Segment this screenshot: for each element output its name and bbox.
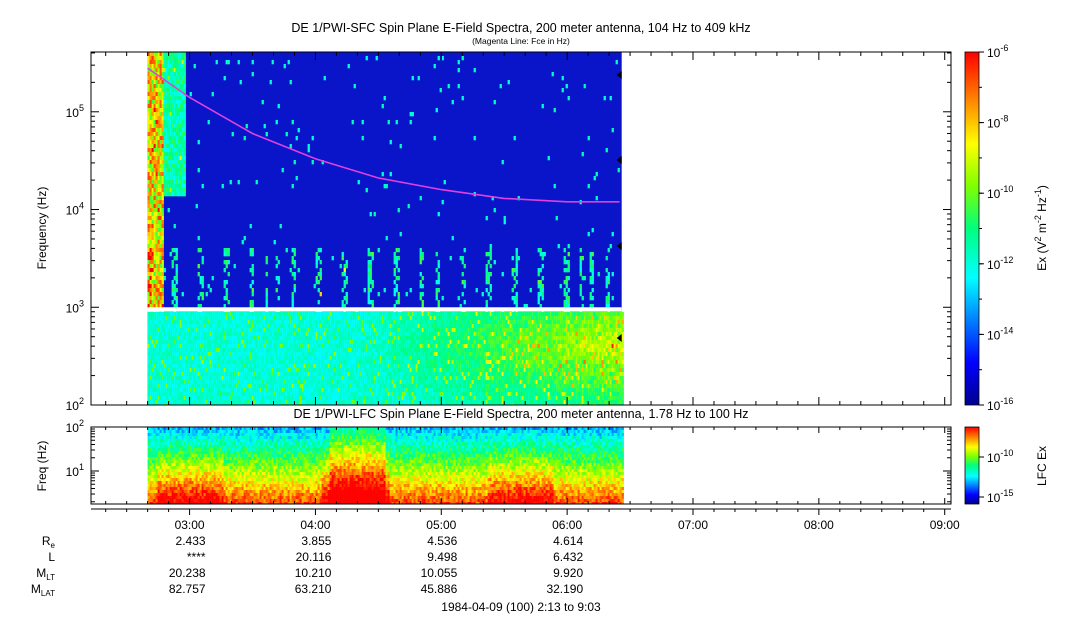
- top-chart-title: DE 1/PWI-SFC Spin Plane E-Field Spectra,…: [291, 21, 750, 35]
- ephemeris-value: 9.498: [427, 550, 457, 564]
- time-tick-label: 05:00: [426, 518, 456, 532]
- sfc-spectrogram-panel: 102 103 104 105 Frequency (Hz): [35, 51, 952, 413]
- lfc-colorbar-ticks: 10-10 10-15: [979, 448, 1013, 505]
- ephemeris-value: 32.190: [546, 582, 583, 596]
- sfc-y-tick-label: 102: [66, 396, 84, 413]
- time-tick-label: 07:00: [678, 518, 708, 532]
- ephemeris-value: 82.757: [169, 582, 206, 596]
- lfc-colorbar: 10-10 10-15 LFC Ex: [964, 426, 1049, 505]
- ephemeris-value: 4.536: [427, 534, 457, 548]
- time-tick-label: 08:00: [804, 518, 834, 532]
- fce-magenta-line: [147, 67, 620, 203]
- ephemeris-value: 10.210: [295, 566, 332, 580]
- sfc-colorbar-tick-label: 10-12: [987, 255, 1013, 272]
- sfc-colorbar-tick-label: 10-14: [987, 325, 1013, 342]
- time-axis: 03:00 04:00 05:00 06:00 07:00 08:00 09:00: [91, 52, 960, 532]
- lfc-y-tick-label: 102: [66, 418, 84, 435]
- top-chart-subtitle: (Magenta Line: Fce in Hz): [472, 36, 570, 46]
- ephemeris-value: 20.116: [296, 550, 332, 564]
- edge-marker: [616, 242, 622, 250]
- sfc-y-tick-label: 103: [66, 298, 84, 315]
- sfc-spectrogram-image: [147, 52, 624, 405]
- ephemeris-value: 6.432: [553, 550, 583, 564]
- ephemeris-value: 63.210: [295, 582, 332, 596]
- bottom-chart-title: DE 1/PWI-LFC Spin Plane E-Field Spectra,…: [293, 407, 748, 421]
- edge-marker: [616, 334, 622, 342]
- sfc-colorbar-tick-label: 10-6: [987, 43, 1008, 60]
- sfc-colorbar-tick-label: 10-16: [987, 396, 1013, 413]
- lfc-y-axis: 101 102: [66, 418, 951, 503]
- sfc-y-tick-label: 104: [66, 201, 84, 218]
- sfc-colorbar-label: Ex (V2 m-2 Hz-1): [1033, 185, 1049, 271]
- lfc-spectrogram-panel: 101 102 Freq (Hz): [35, 418, 952, 505]
- lfc-y-tick-label: 101: [66, 462, 84, 479]
- sfc-edge-markers: [616, 71, 622, 342]
- ephemeris-value: 45.886: [421, 582, 458, 596]
- time-tick-label: 04:00: [300, 518, 330, 532]
- time-tick-label: 06:00: [552, 518, 582, 532]
- ephemeris-value: 2.433: [176, 534, 206, 548]
- sfc-colorbar-tick-label: 10-8: [987, 114, 1008, 131]
- lfc-colorbar-tick-label: 10-15: [987, 488, 1013, 505]
- ephemeris-value: 20.238: [169, 566, 206, 580]
- ephemeris-row-label: MLT: [36, 566, 55, 582]
- time-tick-label: 09:00: [930, 518, 960, 532]
- ephemeris-row-label: L: [48, 550, 55, 564]
- sfc-colorbar: 10-6 10-8 10-10 10-12 10-14 10-16 Ex (V2 m-2 …: [964, 43, 1049, 413]
- edge-marker: [616, 156, 622, 164]
- sfc-y-tick-label: 105: [66, 103, 84, 120]
- ephemeris-value: 10.055: [421, 566, 458, 580]
- ephemeris-table: Re 2.433 3.855 4.536 4.614 L **** 20.116 9.498 6.…: [31, 534, 584, 598]
- sfc-colorbar-tick-label: 10-10: [987, 184, 1013, 201]
- ephemeris-value: ****: [187, 550, 206, 564]
- edge-marker: [616, 71, 622, 79]
- lfc-colorbar-tick-label: 10-10: [987, 448, 1013, 465]
- sfc-y-axis: 102 103 104 105: [66, 52, 951, 413]
- ephemeris-value: 9.920: [553, 566, 583, 580]
- ephemeris-value: 4.614: [553, 534, 583, 548]
- ephemeris-row-label: MLAT: [31, 582, 55, 598]
- sfc-y-axis-label: Frequency (Hz): [35, 187, 49, 270]
- lfc-colorbar-label: LFC Ex: [1035, 446, 1049, 486]
- lfc-y-axis-label: Freq (Hz): [35, 441, 49, 492]
- lfc-spectrogram-image: [147, 427, 624, 504]
- ephemeris-row-label: Re: [42, 534, 56, 550]
- time-tick-label: 03:00: [175, 518, 205, 532]
- footer-date-range: 1984-04-09 (100) 2:13 to 9:03: [441, 600, 601, 614]
- sfc-colorbar-ticks: 10-6 10-8 10-10 10-12 10-14 10-16: [979, 43, 1013, 413]
- ephemeris-value: 3.855: [301, 534, 331, 548]
